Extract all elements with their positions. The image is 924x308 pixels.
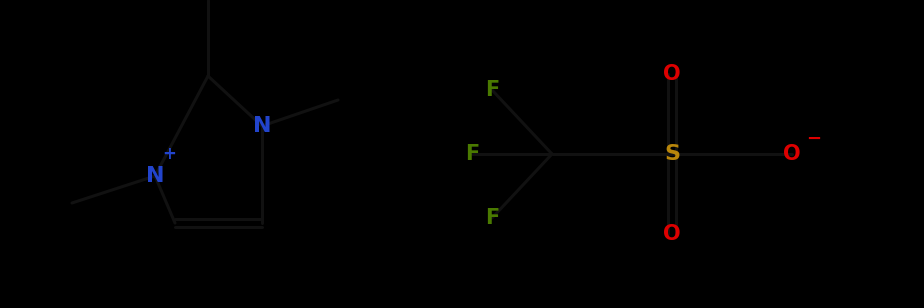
Text: F: F — [485, 80, 499, 100]
Text: F: F — [465, 144, 480, 164]
Text: F: F — [485, 208, 499, 228]
Text: S: S — [664, 144, 680, 164]
Text: O: O — [663, 64, 681, 84]
Text: N: N — [253, 116, 272, 136]
Text: N: N — [146, 166, 164, 186]
Text: −: − — [807, 130, 821, 148]
Text: +: + — [162, 145, 176, 163]
Text: O: O — [663, 224, 681, 244]
Text: O: O — [784, 144, 801, 164]
